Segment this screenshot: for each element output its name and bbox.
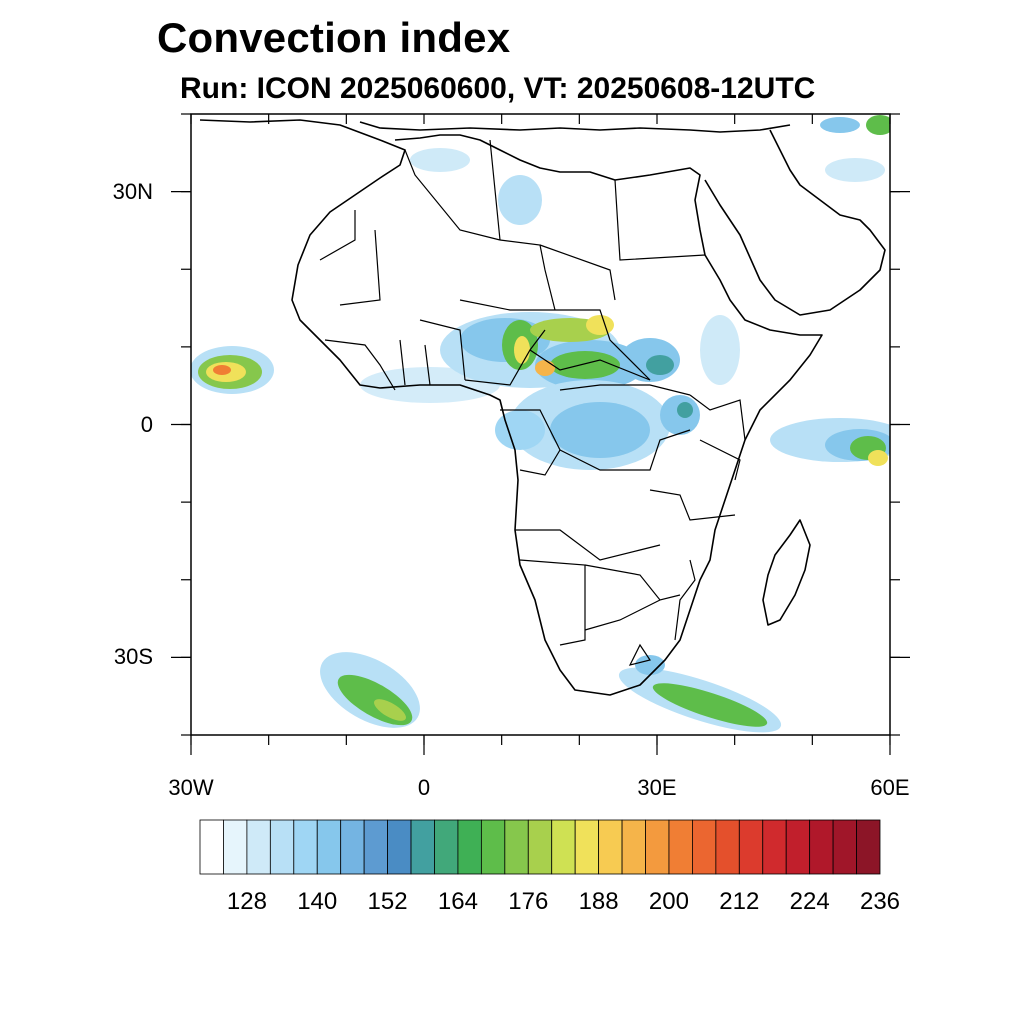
colorbar-label: 188 xyxy=(578,888,619,915)
colorbar-swatch xyxy=(832,819,857,875)
colorbar-label: 236 xyxy=(859,888,901,915)
colorbar-swatch xyxy=(809,819,834,875)
colorbar-swatch xyxy=(457,819,482,875)
lon-tick-label: 0 xyxy=(417,775,431,800)
colorbar-label: 128 xyxy=(226,888,267,915)
lon-tick-label: 60E xyxy=(870,775,910,800)
lat-tick-label: 0 xyxy=(140,411,153,437)
colorbar-swatch xyxy=(598,819,623,875)
lat-tick-label: 30S xyxy=(113,644,153,670)
colorbar-swatch xyxy=(645,819,670,875)
colorbar-swatch xyxy=(223,819,248,875)
colorbar-swatch xyxy=(293,819,318,875)
colorbar-swatch xyxy=(785,819,811,875)
colorbar-swatch xyxy=(269,819,295,875)
colorbar-swatch xyxy=(316,819,342,875)
country-borders xyxy=(319,139,746,666)
colorbar-swatch xyxy=(340,819,365,875)
chart-title: Convection index xyxy=(157,14,511,61)
colorbar xyxy=(199,819,881,875)
axis-ticks xyxy=(171,113,910,755)
colorbar-swatch xyxy=(668,819,693,875)
colorbar-label: 140 xyxy=(297,888,338,915)
colorbar-swatch xyxy=(715,819,740,875)
lon-tick-label: 30E xyxy=(637,775,677,800)
colorbar-swatch xyxy=(692,819,717,875)
colorbar-label: 212 xyxy=(719,888,760,915)
lat-tick-label: 30N xyxy=(112,178,153,204)
chart-subtitle: Run: ICON 2025060600, VT: 20250608-12UTC xyxy=(180,72,816,105)
colorbar-swatch xyxy=(574,819,600,875)
colorbar-label: 164 xyxy=(437,888,478,915)
colorbar-label: 152 xyxy=(367,888,408,915)
coastlines xyxy=(199,119,886,696)
colorbar-swatch xyxy=(480,819,506,875)
colorbar-swatch xyxy=(762,819,787,875)
lon-tick-label: 30W xyxy=(168,775,214,800)
colorbar-label: 224 xyxy=(789,888,830,915)
colorbar-swatch xyxy=(738,819,764,875)
colorbar-swatch xyxy=(434,819,459,875)
colorbar-swatch xyxy=(527,819,553,875)
colorbar-swatch xyxy=(856,819,881,875)
colorbar-swatch xyxy=(551,819,576,875)
colorbar-swatch xyxy=(246,819,271,875)
colorbar-swatch xyxy=(363,819,388,875)
colorbar-swatch xyxy=(504,819,529,875)
colorbar-swatch xyxy=(621,819,646,875)
colorbar-label: 200 xyxy=(648,888,689,915)
colorbar-swatch xyxy=(387,819,412,875)
colorbar-swatch xyxy=(199,819,224,875)
colorbar-swatch xyxy=(410,819,435,875)
colorbar-label: 176 xyxy=(508,888,549,915)
